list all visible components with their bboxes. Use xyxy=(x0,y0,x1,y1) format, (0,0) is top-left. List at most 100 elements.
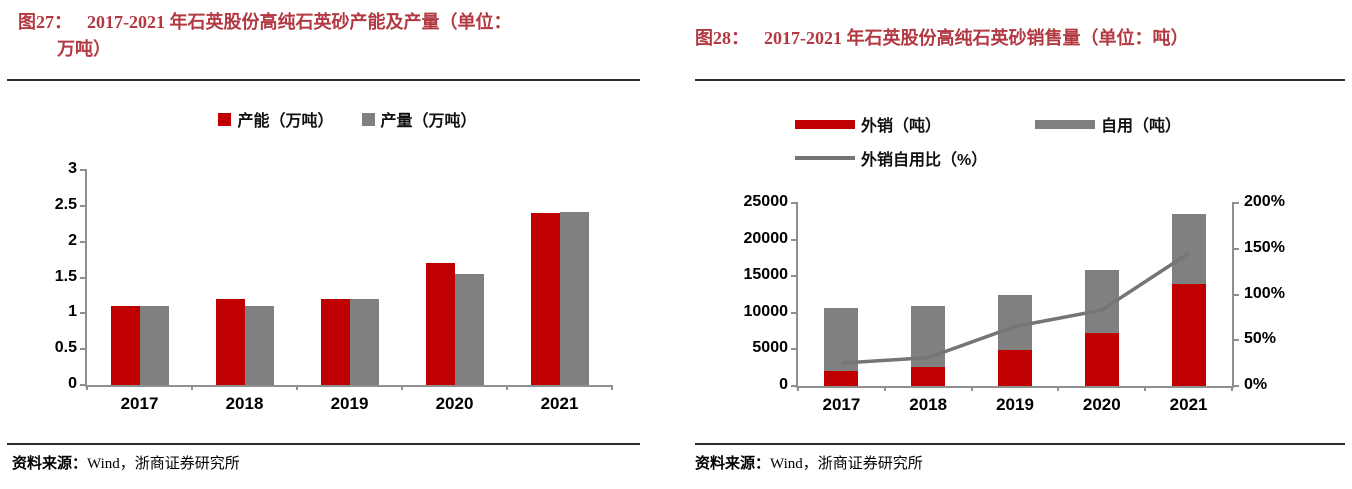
figure-28-bottom-rule xyxy=(695,443,1345,445)
right-axis-tick-mark xyxy=(1232,339,1239,342)
y-axis-tick-mark xyxy=(80,348,87,351)
left-axis-tick-label: 10000 xyxy=(743,302,789,320)
bar-2019-series-0 xyxy=(320,299,350,385)
figure-28-legend-row1: 外销（吨） 自用（吨） xyxy=(795,112,1181,136)
x-axis-tick-mark xyxy=(883,386,886,391)
bar-2019-external xyxy=(998,350,1032,386)
right-axis-tick-mark xyxy=(1232,247,1239,250)
x-axis-tick-mark xyxy=(401,385,403,390)
x-axis-label: 2021 xyxy=(1169,395,1208,414)
bar-2018-series-0 xyxy=(215,299,245,385)
output-swatch-icon xyxy=(361,112,375,126)
figure-28-label: 图28： xyxy=(695,28,749,48)
x-axis-tick-mark xyxy=(191,385,193,390)
self-use-swatch-icon xyxy=(1035,119,1095,129)
y-axis-tick-label: 2 xyxy=(68,231,77,249)
y-axis-tick-label: 2.5 xyxy=(54,195,77,213)
x-axis-tick-mark xyxy=(86,385,88,390)
left-axis-tick-mark xyxy=(791,275,798,278)
left-axis-tick-label: 25000 xyxy=(743,193,789,210)
right-axis-tick-label: 50% xyxy=(1244,330,1277,348)
bar-2020-series-0 xyxy=(425,263,455,385)
figure-27-panel: 图27： 2017-2021 年石英股份高纯石英砂产能及产量（单位：万吨） 产能… xyxy=(7,12,640,473)
y-axis-tick-mark xyxy=(80,204,87,207)
left-axis-tick-label: 15000 xyxy=(743,266,789,284)
x-axis-label: 2019 xyxy=(996,395,1034,414)
bar-2017-series-1 xyxy=(139,306,169,385)
x-axis-label: 2019 xyxy=(330,394,369,413)
x-axis-label: 2018 xyxy=(225,394,264,413)
left-axis-tick-label: 0 xyxy=(779,376,788,393)
figure-27-title: 2017-2021 年石英股份高纯石英砂产能及产量（单位：万吨） xyxy=(57,12,512,59)
y-axis-tick-mark xyxy=(80,384,87,386)
legend-item-external-sales: 外销（吨） xyxy=(795,112,1035,136)
figure-27-label: 图27： xyxy=(18,12,72,32)
legend-item-ratio: 外销自用比（%） xyxy=(795,146,987,170)
left-axis-tick-mark xyxy=(791,348,798,351)
figure-27-top-rule xyxy=(7,79,640,81)
x-axis-tick-mark xyxy=(1057,386,1060,391)
capacity-swatch-icon xyxy=(218,112,232,126)
x-axis-label: 2020 xyxy=(435,394,474,413)
source-text: Wind，浙商证券研究所 xyxy=(770,456,923,472)
bar-2021-external xyxy=(1171,284,1206,386)
left-axis-tick-mark xyxy=(791,202,798,204)
legend-label-self-use: 自用（吨） xyxy=(1101,118,1182,135)
bar-2017-self-use xyxy=(824,308,859,371)
bar-2021-series-0 xyxy=(530,213,560,385)
bar-2021-series-1 xyxy=(559,211,589,385)
y-axis-tick-mark xyxy=(80,169,87,171)
x-axis-tick-mark xyxy=(296,385,298,390)
bar-2019-series-1 xyxy=(349,299,379,385)
x-axis-tick-mark xyxy=(797,386,799,391)
source-label: 资料来源： xyxy=(695,456,771,472)
x-axis-tick-mark xyxy=(506,385,508,390)
x-axis-tick-mark xyxy=(1231,386,1233,391)
left-axis-tick-mark xyxy=(791,311,798,314)
legend-item-capacity: 产能（万吨） xyxy=(218,107,334,131)
bar-2018-external xyxy=(911,367,946,386)
figure-28-source: 资料来源：Wind，浙商证券研究所 xyxy=(695,452,923,473)
figure-28-top-rule xyxy=(695,79,1345,81)
right-axis-tick-mark xyxy=(1232,293,1239,296)
legend-label-output: 产量（万吨） xyxy=(380,113,477,130)
x-axis-label: 2018 xyxy=(909,395,948,414)
x-axis-tick-mark xyxy=(611,385,613,390)
x-axis-label: 2020 xyxy=(1082,395,1121,414)
figure-27-bottom-rule xyxy=(7,443,640,445)
right-axis-tick-label: 100% xyxy=(1244,284,1285,302)
right-axis-tick-mark xyxy=(1232,385,1239,387)
bar-2020-external xyxy=(1084,333,1119,386)
y-axis-tick-label: 0 xyxy=(68,375,77,392)
x-axis-tick-mark xyxy=(970,386,973,391)
external-sales-swatch-icon xyxy=(795,119,855,129)
bar-2021-self-use xyxy=(1171,214,1206,285)
figure-28-title: 2017-2021 年石英股份高纯石英砂销售量（单位：吨） xyxy=(764,28,1189,48)
source-label: 资料来源： xyxy=(12,456,88,472)
figure-27-source: 资料来源：Wind，浙商证券研究所 xyxy=(12,452,240,473)
figure-28-legend-row2: 外销自用比（%） xyxy=(795,146,987,170)
y-axis-tick-label: 0.5 xyxy=(54,339,77,357)
right-axis-tick-label: 0% xyxy=(1244,376,1268,393)
left-axis-tick-label: 5000 xyxy=(752,339,788,357)
bar-2020-series-1 xyxy=(454,273,484,385)
figure-28-panel: 图28： 2017-2021 年石英股份高纯石英砂销售量（单位：吨） 外销（吨）… xyxy=(676,0,1352,489)
x-axis-label: 2021 xyxy=(540,394,579,413)
x-axis-tick-mark xyxy=(1144,386,1147,391)
right-axis-tick-label: 200% xyxy=(1244,193,1285,210)
y-axis-tick-mark xyxy=(80,312,87,315)
left-axis-tick-mark xyxy=(791,385,798,387)
y-axis-tick-mark xyxy=(80,240,87,243)
y-axis-tick-label: 3 xyxy=(68,160,77,177)
bar-2018-series-1 xyxy=(244,306,274,385)
left-axis-tick-mark xyxy=(791,238,798,241)
y-axis-tick-label: 1.5 xyxy=(54,267,77,285)
y-axis-tick-mark xyxy=(80,276,87,279)
legend-label-ratio: 外销自用比（%） xyxy=(861,152,988,169)
left-axis-tick-label: 20000 xyxy=(743,229,789,247)
ratio-line xyxy=(841,251,1190,365)
legend-item-self-use: 自用（吨） xyxy=(1035,112,1181,136)
bar-2017-series-0 xyxy=(110,306,140,385)
ratio-line-swatch-icon xyxy=(795,156,855,160)
